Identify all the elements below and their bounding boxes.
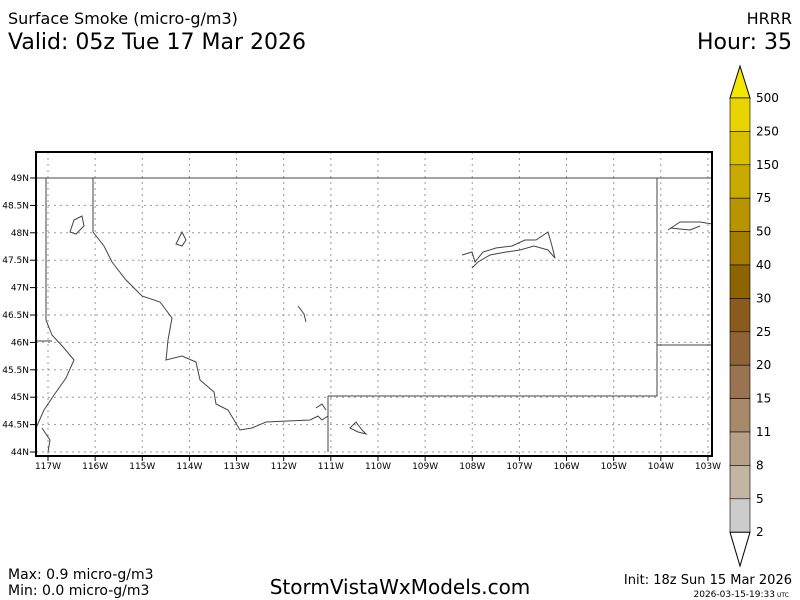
min-value: Min: 0.0 micro-g/m3 (8, 583, 149, 599)
colorbar-label: 11 (756, 425, 771, 439)
title: Surface Smoke (micro-g/m3) (8, 9, 238, 28)
colorbar-label: 500 (756, 91, 779, 105)
grid (36, 152, 712, 456)
init-time: Init: 18z Sun 15 Mar 2026 (624, 573, 792, 588)
lon-label: 115W (129, 462, 155, 472)
forecast-hour: Hour: 35 (697, 30, 792, 55)
lon-label: 116W (82, 462, 108, 472)
colorbar-segment (729, 97, 751, 132)
lon-label: 109W (412, 462, 438, 472)
lat-label: 45N (11, 393, 29, 403)
colorbar-label: 40 (756, 258, 771, 272)
site-name: StormVistaWxModels.com (270, 575, 531, 599)
colorbar-segment (729, 465, 751, 500)
lat-label: 48.5N (2, 201, 29, 211)
model-name: HRRR (747, 9, 792, 28)
colorbar-label: 25 (756, 325, 771, 339)
colorbar-label: 20 (756, 358, 771, 372)
lon-label: 103W (695, 462, 721, 472)
colorbar-segment (729, 398, 751, 433)
lon-label: 111W (318, 462, 344, 472)
colorbar-label: 75 (756, 191, 771, 205)
lon-label: 113W (224, 462, 250, 472)
colorbar-label: 8 (756, 458, 764, 472)
lon-label: 107W (506, 462, 532, 472)
timezone: UTC (777, 592, 789, 599)
axis-labels: 49N 48.5N 48N 47.5N 47N 46.5N 46N 45.5N 45N 44.5N… (2, 174, 721, 472)
colorbar-segment (729, 164, 751, 199)
timestamp: 2026-03-15-19:33 (694, 590, 776, 600)
colorbar-segment (729, 431, 751, 466)
lat-label: 47N (11, 284, 29, 294)
colorbar-label: 50 (756, 225, 771, 239)
lon-label: 112W (271, 462, 297, 472)
colorbar-segment (729, 331, 751, 366)
colorbar: 500 250 150 75 50 40 30 25 20 15 11 8 5 2 (729, 64, 779, 568)
valid-time: Valid: 05z Tue 17 Mar 2026 (8, 30, 306, 55)
lon-label: 110W (365, 462, 391, 472)
colorbar-label: 5 (756, 492, 764, 506)
lat-label: 46.5N (2, 311, 29, 321)
colorbar-segment (729, 264, 751, 299)
colorbar-label: 150 (756, 158, 779, 172)
lat-label: 48N (11, 229, 29, 239)
lat-label: 49N (11, 174, 29, 184)
colorbar-segment (729, 498, 751, 533)
colorbar-label: 30 (756, 291, 771, 305)
colorbar-segment (729, 298, 751, 333)
west-borders (35, 178, 75, 453)
idaho-border (92, 178, 329, 431)
lat-label: 45.5N (2, 366, 29, 376)
colorbar-under (729, 531, 751, 568)
lon-label: 117W (35, 462, 61, 472)
colorbar-label: 2 (756, 525, 764, 539)
lat-label: 44.5N (2, 421, 29, 431)
lon-label: 108W (459, 462, 485, 472)
colorbar-segment (729, 364, 751, 399)
colorbar-over (729, 64, 751, 99)
lon-label: 106W (554, 462, 580, 472)
lon-label: 104W (648, 462, 674, 472)
state-borders (327, 178, 712, 452)
fort-peck-lake (461, 231, 556, 269)
max-value: Max: 0.9 micro-g/m3 (8, 567, 154, 583)
colorbar-segment (729, 131, 751, 166)
lat-label: 47.5N (2, 256, 29, 266)
colorbar-label: 250 (756, 124, 779, 138)
map-frame (35, 151, 713, 457)
map-borders (35, 177, 713, 453)
lon-label: 114W (176, 462, 202, 472)
lat-label: 44N (11, 448, 29, 458)
lakes-and-rivers (69, 215, 713, 435)
colorbar-label: 15 (756, 392, 771, 406)
colorbar-segment (729, 231, 751, 266)
lat-label: 46N (11, 338, 29, 348)
colorbar-segment (729, 197, 751, 232)
lon-label: 105W (601, 462, 627, 472)
